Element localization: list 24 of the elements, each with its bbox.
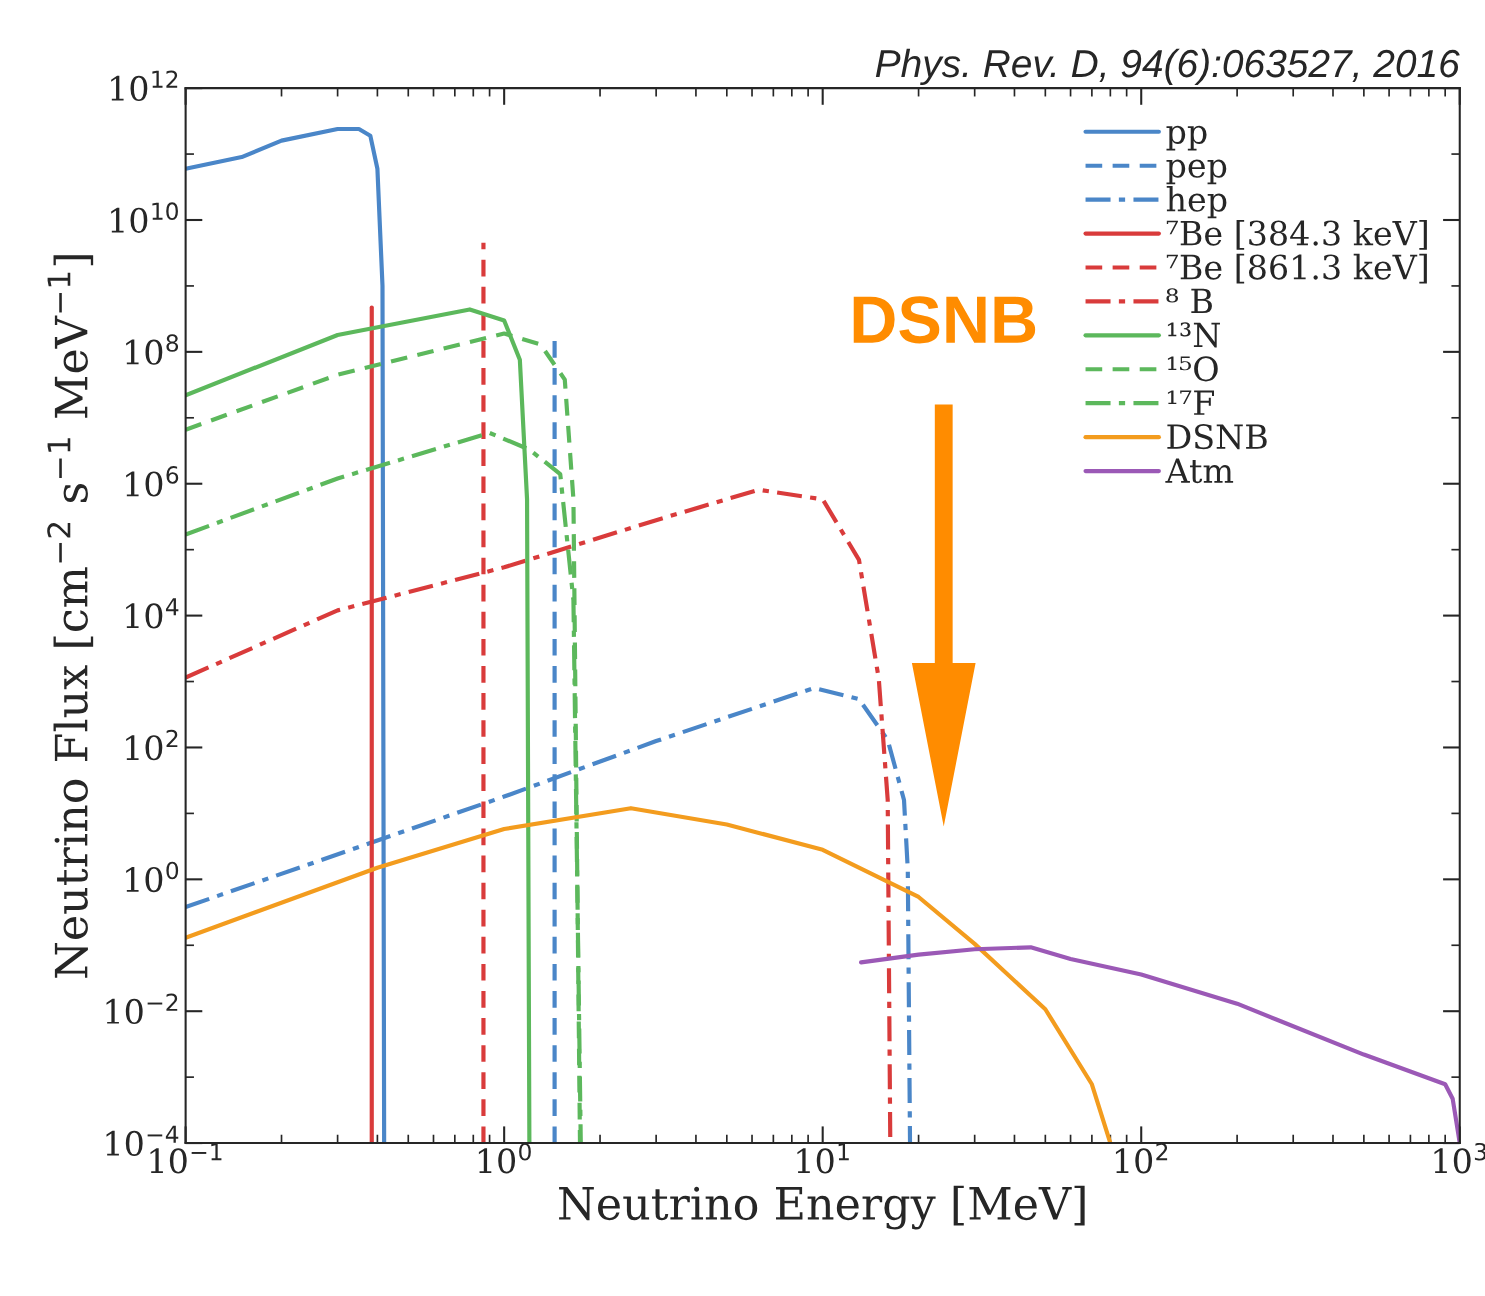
y-tick-label: 10$^{8}$ xyxy=(126,334,179,365)
legend-label: ¹⁵O xyxy=(1167,356,1218,382)
annotation: DSNB xyxy=(853,296,1036,344)
x-tick-label: 10$^{0}$ xyxy=(478,1142,531,1174)
legend-label: ⁷Be [861.3 keV] xyxy=(1166,253,1427,284)
legend-label: ¹⁷F xyxy=(1167,390,1214,415)
y-tick-label: 10$^{6}$ xyxy=(126,466,179,497)
legend-label: hep xyxy=(1166,185,1227,219)
y-tick-label: 10$^{0}$ xyxy=(126,861,179,893)
y-tick-label: 10$^{4}$ xyxy=(126,598,179,629)
legend-label: ⁸ B xyxy=(1166,288,1212,314)
y-tick-label: 10$^{12}$ xyxy=(111,70,178,102)
legend-label: DSNB xyxy=(1167,424,1267,450)
legend-label: pp xyxy=(1166,125,1207,151)
y-tick-label: 10$^{10}$ xyxy=(111,202,178,233)
x-axis-title: Neutrino Energy [MeV] xyxy=(559,1185,1085,1230)
chart-title: Phys. Rev. D, 94(6):063527, 2016 xyxy=(875,48,1460,86)
y-axis-title: Neutrino Flux [cm$^{−2}$ s$^{−1}$ MeV$^{−1}$] xyxy=(47,255,94,978)
y-tick-label: 10$^{2}$ xyxy=(126,729,178,761)
legend-label: pep xyxy=(1166,159,1227,185)
y-tick-label: 10$^{−2}$ xyxy=(106,993,178,1025)
legend-label: ¹³N xyxy=(1167,322,1220,348)
legend-label: Atm xyxy=(1165,458,1234,484)
legend-label: ⁷Be [384.3 keV] xyxy=(1166,219,1427,250)
